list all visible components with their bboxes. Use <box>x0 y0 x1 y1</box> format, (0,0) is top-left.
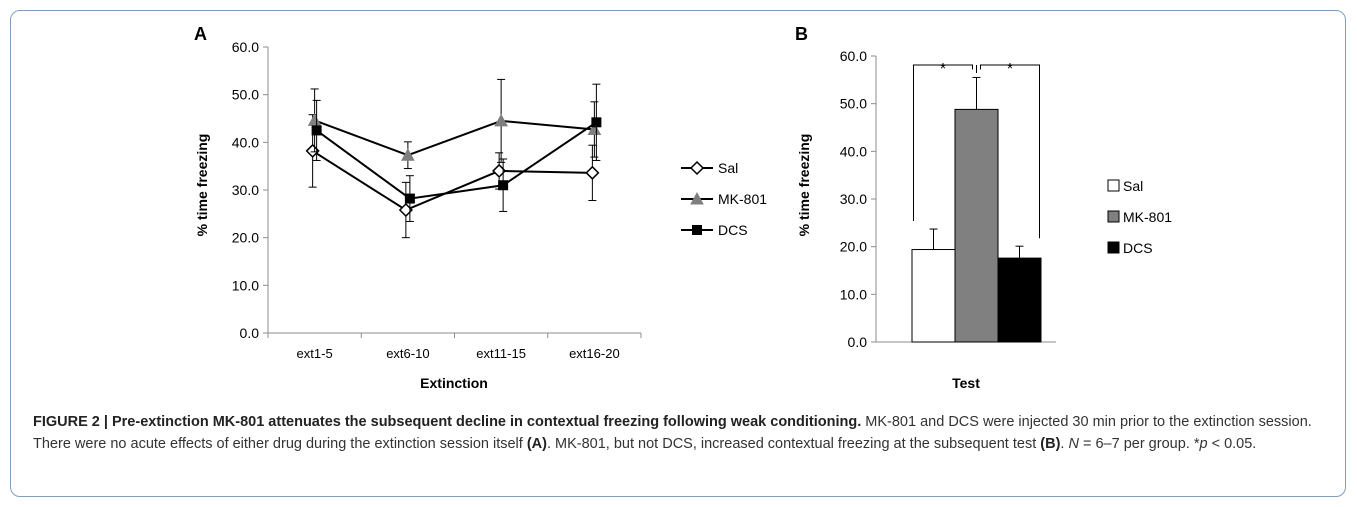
legend-label: MK-801 <box>718 191 767 207</box>
legend-marker <box>692 225 702 235</box>
panel-a-data-point <box>311 125 322 136</box>
panel-a-y-tick-label: 20.0 <box>232 230 259 246</box>
caption-text-1: MK-801 and DCS were injected 30 min prio… <box>33 414 1312 452</box>
legend-label: DCS <box>1123 240 1153 256</box>
legend-swatch <box>1107 241 1120 254</box>
panel-a-data-point <box>401 148 415 161</box>
legend-label: Sal <box>1123 178 1143 194</box>
panel-a-y-tick-label: 0.0 <box>240 325 260 341</box>
panel-a-y-tick-label: 60.0 <box>232 39 259 55</box>
figure-frame: A % time freezing Extinction 0.0 10.0 20.0… <box>10 10 1346 497</box>
panel-a-series-line <box>312 150 593 212</box>
significance-bracket <box>980 64 1040 239</box>
panel-a-y-tick-label: 40.0 <box>232 134 259 150</box>
panel-a-x-tick-label: ext6-10 <box>386 346 429 361</box>
legend-label: MK-801 <box>1123 209 1172 225</box>
caption-ref-a: (A) <box>526 436 547 452</box>
significance-star: * <box>1007 61 1013 78</box>
panel-a-data-point <box>494 113 508 127</box>
caption-ref-b: (B) <box>1040 436 1061 452</box>
panel-a-data-point <box>307 113 322 126</box>
legend-marker <box>689 160 705 176</box>
panel-a-x-tick-label: ext16-20 <box>569 346 620 361</box>
caption-n-text: = 6–7 per group. * <box>1078 436 1200 452</box>
panel-b-x-axis-label: Test <box>952 375 980 391</box>
legend-swatch <box>1107 179 1120 192</box>
significance-star: * <box>940 61 946 78</box>
panel-a-y-tick-label: 10.0 <box>232 277 259 293</box>
panel-b-y-tick-label: 60.0 <box>840 48 867 64</box>
caption-title: FIGURE 2 | Pre-extinction MK-801 attenua… <box>33 414 862 430</box>
panel-a-y-tick-label: 30.0 <box>232 182 259 198</box>
significance-bracket <box>913 64 973 222</box>
panel-b-y-tick-label: 50.0 <box>840 96 867 112</box>
panel-a-series-line <box>316 121 597 200</box>
panel-a-data-point <box>587 122 602 135</box>
legend-label: Sal <box>718 160 738 176</box>
panel-b-y-axis-label: % time freezing <box>796 134 812 237</box>
legend-marker <box>690 191 704 205</box>
panel-a-data-point <box>498 180 509 191</box>
panel-b-y-tick-label: 0.0 <box>848 334 868 350</box>
legend-label: DCS <box>718 222 748 238</box>
legend-swatch <box>1107 210 1120 223</box>
panel-a-data-point <box>591 117 602 128</box>
caption-n-symbol: N <box>1068 436 1079 452</box>
panel-b-bar <box>911 249 956 343</box>
panel-a-data-point <box>585 165 600 180</box>
panel-a-y-tick-label: 50.0 <box>232 87 259 103</box>
caption-text-2: . MK-801, but not DCS, increased context… <box>546 436 1041 452</box>
panel-b-label: B <box>795 24 808 44</box>
panel-b-y-tick-label: 30.0 <box>840 191 867 207</box>
panel-b-y-tick-label: 20.0 <box>840 239 867 255</box>
panel-b-y-tick-label: 10.0 <box>840 286 867 302</box>
panel-a: A % time freezing Extinction 0.0 10.0 20.0… <box>194 24 767 391</box>
panel-a-x-axis-label: Extinction <box>420 375 488 391</box>
figure-caption: FIGURE 2 | Pre-extinction MK-801 attenua… <box>33 411 1343 455</box>
panel-a-data-point <box>404 193 415 204</box>
caption-p-text: < 0.05. <box>1207 436 1257 452</box>
caption-text-3: . <box>1060 436 1069 452</box>
panel-b-bar <box>954 108 999 343</box>
panel-b: B % time freezing Test 0.0 10.0 20.0 30.0 40… <box>795 24 1172 391</box>
panel-b-y-tick-label: 40.0 <box>840 143 867 159</box>
panel-a-label: A <box>194 24 207 44</box>
panel-b-bar <box>997 257 1042 343</box>
figure-chart-area: A % time freezing Extinction 0.0 10.0 20.0… <box>194 24 1172 391</box>
panel-a-series-line <box>314 119 595 157</box>
panel-a-x-tick-label: ext11-15 <box>476 346 526 361</box>
panel-a-y-axis-label: % time freezing <box>194 134 210 237</box>
panel-a-x-tick-label: ext1-5 <box>297 346 333 361</box>
caption-p-symbol: p <box>1199 436 1208 452</box>
